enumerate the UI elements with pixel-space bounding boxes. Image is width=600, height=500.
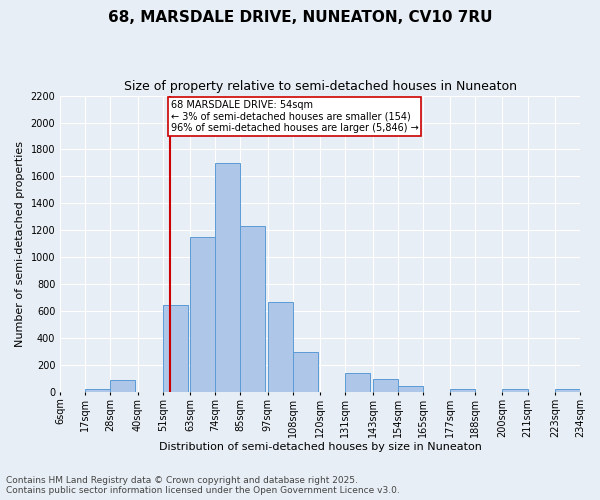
Bar xyxy=(190,237,215,392)
Bar xyxy=(345,373,370,392)
Text: 68 MARSDALE DRIVE: 54sqm
← 3% of semi-detached houses are smaller (154)
96% of s: 68 MARSDALE DRIVE: 54sqm ← 3% of semi-de… xyxy=(171,100,418,133)
Bar xyxy=(268,302,293,392)
Title: Size of property relative to semi-detached houses in Nuneaton: Size of property relative to semi-detach… xyxy=(124,80,517,93)
Bar xyxy=(85,388,110,392)
Bar xyxy=(215,163,240,392)
Bar xyxy=(555,390,580,392)
Bar xyxy=(450,388,475,392)
Bar xyxy=(110,380,136,392)
Text: Contains HM Land Registry data © Crown copyright and database right 2025.
Contai: Contains HM Land Registry data © Crown c… xyxy=(6,476,400,495)
Bar xyxy=(293,352,318,392)
Bar xyxy=(398,386,422,392)
Y-axis label: Number of semi-detached properties: Number of semi-detached properties xyxy=(15,141,25,347)
Bar xyxy=(502,390,527,392)
Bar xyxy=(163,305,188,392)
Text: 68, MARSDALE DRIVE, NUNEATON, CV10 7RU: 68, MARSDALE DRIVE, NUNEATON, CV10 7RU xyxy=(108,10,492,25)
X-axis label: Distribution of semi-detached houses by size in Nuneaton: Distribution of semi-detached houses by … xyxy=(158,442,482,452)
Bar xyxy=(240,226,265,392)
Bar xyxy=(373,378,398,392)
